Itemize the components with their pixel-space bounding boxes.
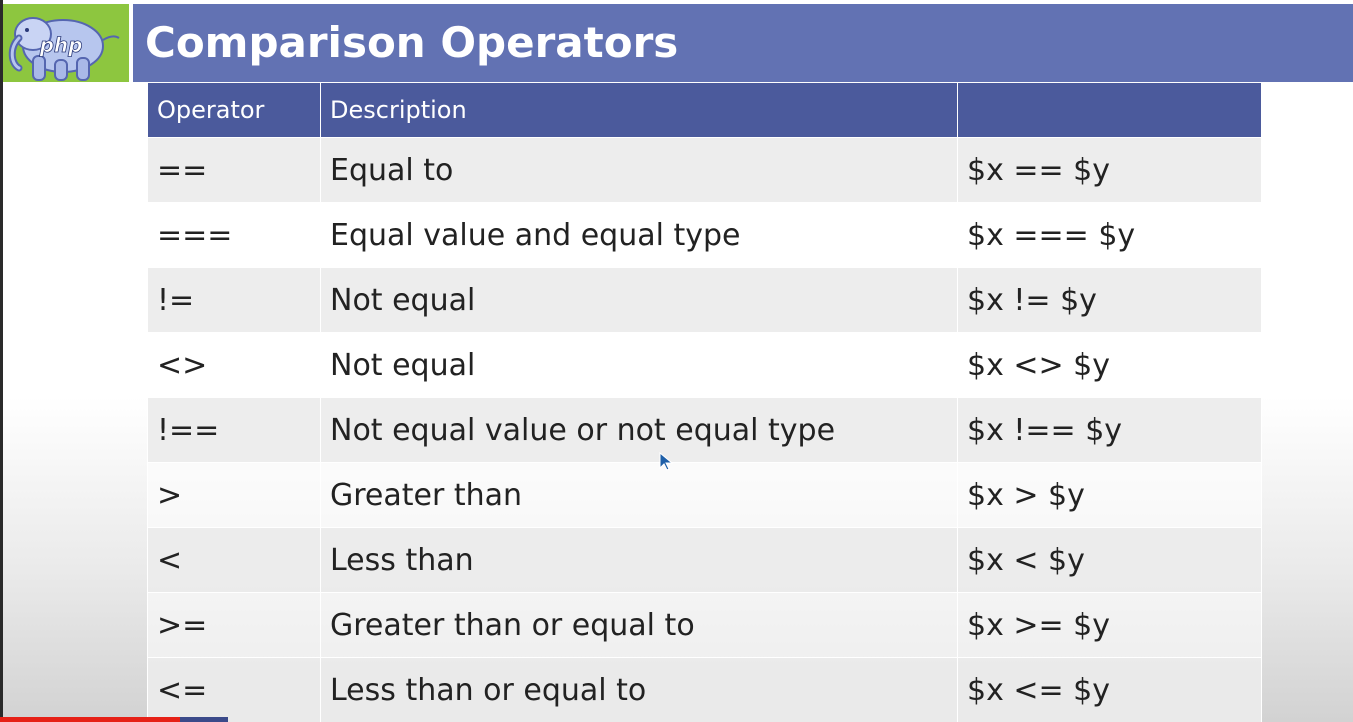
description-cell: Less than	[320, 527, 958, 593]
operator-cell: ==	[147, 137, 321, 203]
table-header-row: Operator Description	[147, 82, 1262, 138]
operator-cell: !=	[147, 267, 321, 333]
header-description: Description	[320, 82, 958, 138]
example-cell: $x < $y	[957, 527, 1262, 593]
description-cell: Not equal value or not equal type	[320, 397, 958, 463]
table-row: == Equal to $x == $y	[147, 137, 1262, 203]
example-cell: $x == $y	[957, 137, 1262, 203]
description-cell: Less than or equal to	[320, 657, 958, 722]
description-cell: Equal to	[320, 137, 958, 203]
left-edge	[0, 0, 3, 722]
video-progress-played[interactable]	[0, 717, 180, 722]
example-cell: $x >= $y	[957, 592, 1262, 658]
description-cell: Greater than	[320, 462, 958, 528]
table-row: !== Not equal value or not equal type $x…	[147, 397, 1262, 463]
table-row: === Equal value and equal type $x === $y	[147, 202, 1262, 268]
operators-table: Operator Description == Equal to $x == $…	[147, 82, 1262, 722]
description-cell: Not equal	[320, 332, 958, 398]
table-row: != Not equal $x != $y	[147, 267, 1262, 333]
video-progress-buffered[interactable]	[180, 717, 228, 722]
example-cell: $x <> $y	[957, 332, 1262, 398]
operator-cell: <>	[147, 332, 321, 398]
table-row: < Less than $x < $y	[147, 527, 1262, 593]
example-cell: $x === $y	[957, 202, 1262, 268]
operator-cell: !==	[147, 397, 321, 463]
table-row: > Greater than $x > $y	[147, 462, 1262, 528]
example-cell: $x !== $y	[957, 397, 1262, 463]
description-cell: Not equal	[320, 267, 958, 333]
slide-title: Comparison Operators	[145, 18, 679, 67]
description-cell: Equal value and equal type	[320, 202, 958, 268]
example-cell: $x <= $y	[957, 657, 1262, 722]
table-row: <> Not equal $x <> $y	[147, 332, 1262, 398]
table-row: <= Less than or equal to $x <= $y	[147, 657, 1262, 722]
example-cell: $x != $y	[957, 267, 1262, 333]
table-row: >= Greater than or equal to $x >= $y	[147, 592, 1262, 658]
description-cell: Greater than or equal to	[320, 592, 958, 658]
php-logo: php	[3, 4, 129, 82]
operator-cell: >=	[147, 592, 321, 658]
operator-cell: ===	[147, 202, 321, 268]
header-operator: Operator	[147, 82, 321, 138]
header-example	[957, 82, 1262, 138]
example-cell: $x > $y	[957, 462, 1262, 528]
operator-cell: >	[147, 462, 321, 528]
operator-cell: <	[147, 527, 321, 593]
operator-cell: <=	[147, 657, 321, 722]
php-elephant-icon: php	[8, 17, 120, 81]
title-bar: Comparison Operators	[133, 4, 1353, 82]
mouse-cursor-icon	[659, 452, 674, 471]
logo-text: php	[39, 33, 83, 57]
